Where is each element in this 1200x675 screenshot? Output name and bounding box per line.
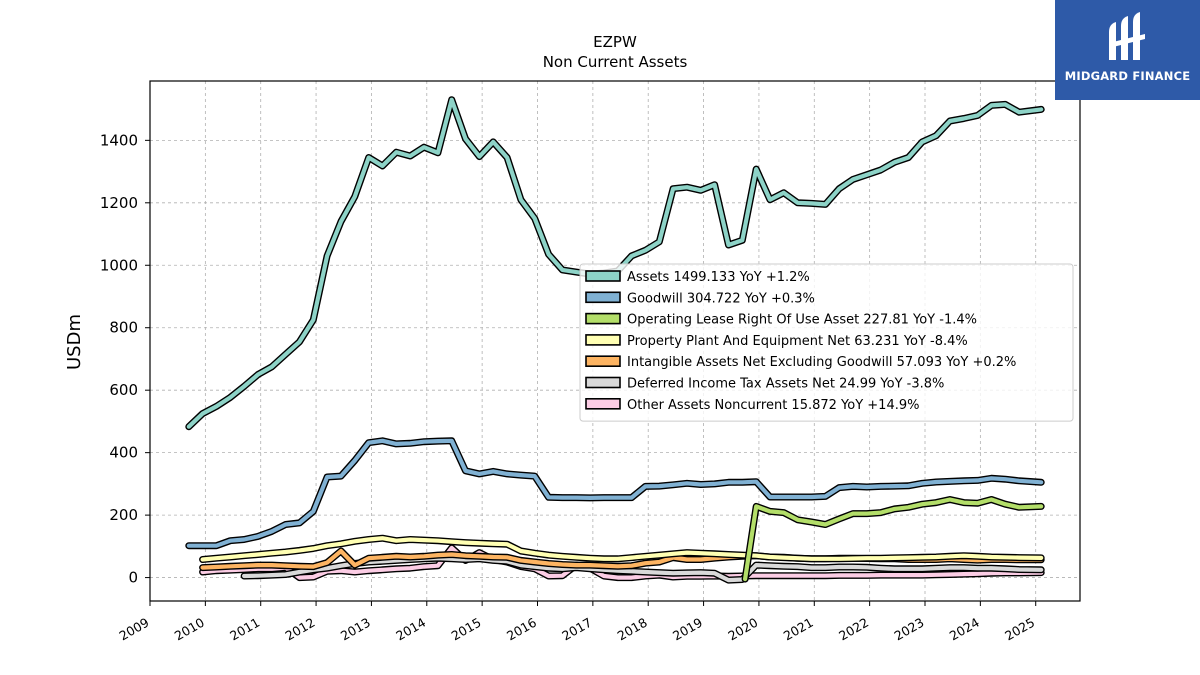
series-line bbox=[186, 438, 1044, 548]
legend-label: Intangible Assets Net Excluding Goodwill… bbox=[627, 355, 1016, 370]
x-tick-label: 2010 bbox=[172, 615, 207, 644]
y-tick-label: 200 bbox=[109, 506, 138, 524]
x-tick-label: 2009 bbox=[116, 615, 151, 644]
series-goodwill bbox=[185, 437, 1045, 550]
x-tick-label: 2023 bbox=[891, 615, 926, 644]
legend-swatch bbox=[585, 312, 621, 325]
legend-label: Other Assets Noncurrent 15.872 YoY +14.9… bbox=[627, 398, 919, 413]
chart-title: EZPW bbox=[593, 33, 637, 51]
x-tick-label: 2022 bbox=[836, 615, 871, 644]
x-tick-label: 2014 bbox=[393, 615, 428, 644]
stylized-m-logo-icon bbox=[1109, 12, 1145, 60]
x-tick-label: 2025 bbox=[1002, 615, 1037, 644]
brand-logo: MIDGARD FINANCE bbox=[1055, 0, 1200, 100]
legend: Assets 1499.133 YoY +1.2% Goodwill 304.72… bbox=[579, 263, 1074, 422]
x-tick-label: 2018 bbox=[615, 615, 650, 644]
legend-label: Deferred Income Tax Assets Net 24.99 YoY… bbox=[627, 377, 944, 392]
series-deferred-income-tax-assets-net bbox=[240, 554, 1045, 584]
x-tick-label: 2024 bbox=[947, 615, 982, 644]
series-outline bbox=[185, 437, 1045, 550]
legend-swatch bbox=[585, 334, 621, 346]
y-tick-label: 1200 bbox=[100, 194, 138, 212]
y-tick-label: 400 bbox=[109, 444, 138, 462]
x-tick-label: 2020 bbox=[725, 615, 760, 644]
legend-label: Assets 1499.133 YoY +1.2% bbox=[627, 270, 810, 285]
y-tick-label: 600 bbox=[109, 381, 138, 399]
series-property-plant-and-equipment-net bbox=[199, 534, 1045, 563]
y-tick-label: 1400 bbox=[100, 131, 138, 149]
y-tick-label: 800 bbox=[109, 319, 138, 337]
legend-swatch bbox=[585, 291, 621, 304]
y-tick-label: 0 bbox=[128, 569, 138, 587]
legend-swatch bbox=[585, 397, 621, 410]
x-tick-label: 2017 bbox=[559, 615, 594, 644]
legend-swatch bbox=[585, 376, 621, 389]
series-line bbox=[743, 497, 1044, 582]
chart-subtitle: Non Current Assets bbox=[543, 53, 688, 71]
x-tick-label: 2011 bbox=[227, 615, 262, 644]
legend-label: Property Plant And Equipment Net 63.231 … bbox=[627, 334, 968, 349]
x-tick-label: 2013 bbox=[338, 615, 373, 644]
series-operating-lease-right-of-use-asset bbox=[741, 496, 1045, 583]
x-tick-label: 2015 bbox=[449, 615, 484, 644]
series-line bbox=[200, 545, 1044, 580]
legend-swatch bbox=[585, 355, 621, 368]
legend-label: Goodwill 304.722 YoY +0.3% bbox=[627, 291, 815, 306]
y-tick-label: 1000 bbox=[100, 256, 138, 274]
x-tick-label: 2021 bbox=[781, 615, 816, 644]
x-tick-label: 2012 bbox=[283, 615, 318, 644]
legend-label: Operating Lease Right Of Use Asset 227.8… bbox=[627, 313, 977, 328]
x-tick-label: 2016 bbox=[504, 615, 539, 644]
legend-swatch bbox=[585, 270, 621, 282]
brand-name: MIDGARD FINANCE bbox=[1064, 69, 1191, 83]
series-line bbox=[200, 536, 1044, 562]
series-lines bbox=[185, 96, 1045, 584]
x-tick-label: 2019 bbox=[670, 615, 705, 644]
legend-box bbox=[579, 263, 1074, 422]
plot-frame bbox=[149, 80, 1081, 602]
series-line bbox=[242, 556, 1044, 583]
series-other-assets-noncurrent bbox=[199, 544, 1045, 582]
y-axis-label: USDm bbox=[64, 314, 85, 370]
